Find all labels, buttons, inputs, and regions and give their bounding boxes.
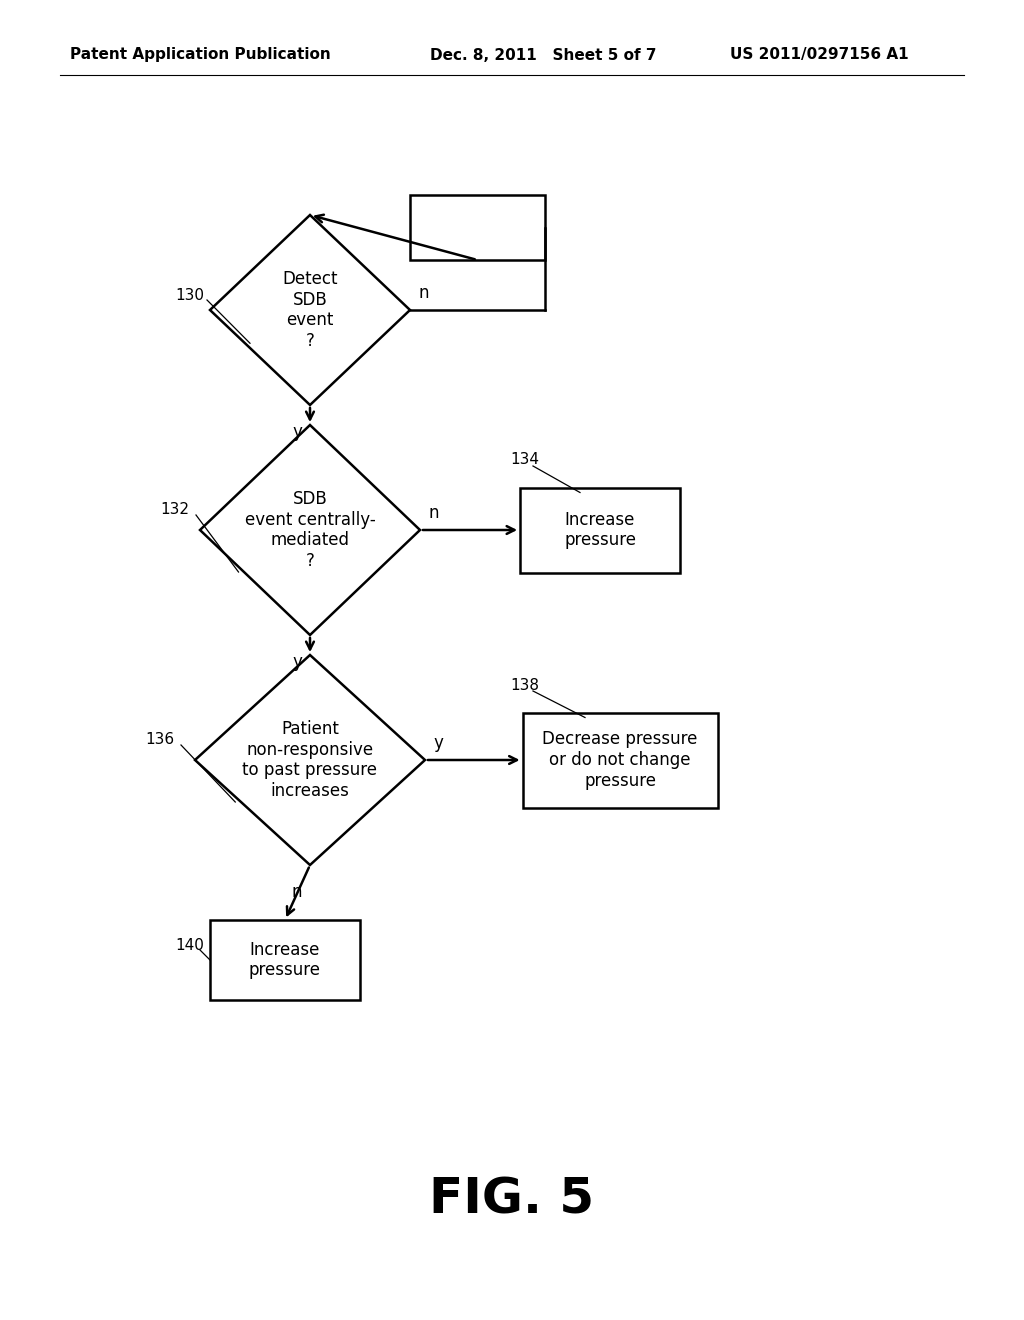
Bar: [522, 713, 718, 808]
Text: 140: 140: [175, 937, 204, 953]
Text: SDB
event centrally-
mediated
?: SDB event centrally- mediated ?: [245, 490, 376, 570]
Text: Decrease pressure
or do not change
pressure: Decrease pressure or do not change press…: [543, 730, 697, 789]
Text: FIG. 5: FIG. 5: [429, 1176, 595, 1224]
Text: Detect
SDB
event
?: Detect SDB event ?: [283, 269, 338, 350]
Text: y: y: [292, 422, 302, 441]
Text: 130: 130: [175, 288, 204, 302]
Text: n: n: [292, 883, 302, 902]
Text: 138: 138: [510, 677, 539, 693]
Text: Dec. 8, 2011   Sheet 5 of 7: Dec. 8, 2011 Sheet 5 of 7: [430, 48, 656, 62]
Text: y: y: [433, 734, 442, 752]
Bar: [520, 487, 680, 573]
Text: Increase
pressure: Increase pressure: [564, 511, 636, 549]
Text: 132: 132: [160, 503, 189, 517]
Text: Patent Application Publication: Patent Application Publication: [70, 48, 331, 62]
Text: n: n: [428, 504, 438, 521]
Text: Increase
pressure: Increase pressure: [249, 941, 321, 979]
Text: US 2011/0297156 A1: US 2011/0297156 A1: [730, 48, 908, 62]
Text: 136: 136: [145, 733, 174, 747]
Bar: [410, 195, 545, 260]
Text: 134: 134: [510, 453, 539, 467]
Bar: [210, 920, 360, 1001]
Text: n: n: [418, 284, 428, 302]
Text: y: y: [292, 653, 302, 671]
Text: Patient
non-responsive
to past pressure
increases: Patient non-responsive to past pressure …: [243, 719, 378, 800]
